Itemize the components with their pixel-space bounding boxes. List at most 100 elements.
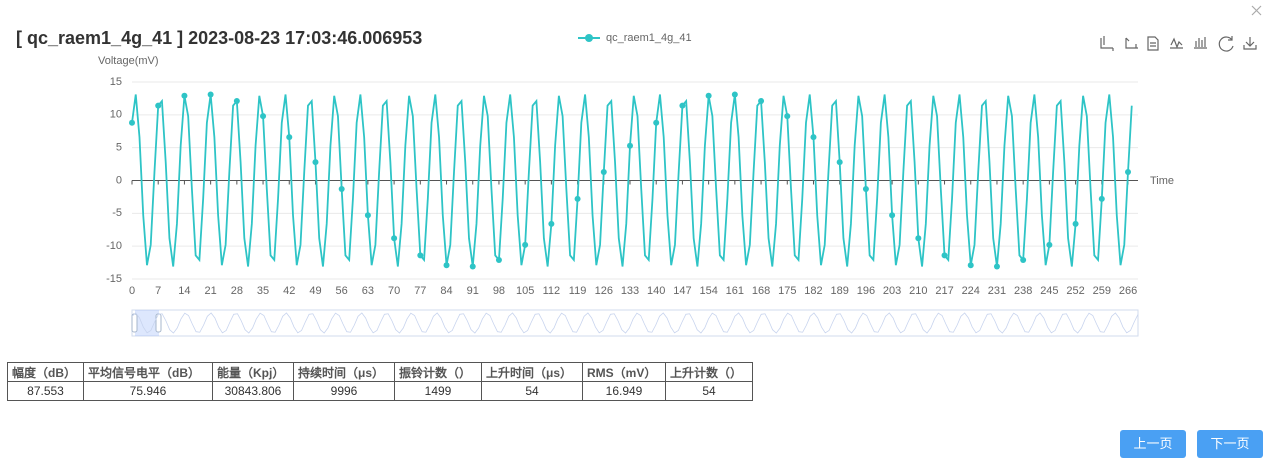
prev-button[interactable]: 上一页	[1120, 430, 1186, 458]
y-tick-label: 10	[110, 109, 122, 121]
x-tick-label: 91	[467, 285, 479, 297]
table-header-row: 幅度（dB） 平均信号电平（dB） 能量（Kpj） 持续时间（μs） 振铃计数（…	[7, 362, 753, 382]
series-line	[131, 94, 1133, 267]
data-point	[1046, 241, 1053, 248]
next-button[interactable]: 下一页	[1197, 430, 1263, 458]
data-point	[1098, 195, 1105, 202]
table-header: 能量（Kpj）	[212, 362, 294, 382]
close-icon[interactable]	[1251, 5, 1262, 16]
data-point	[679, 102, 686, 109]
x-tick-label: 56	[336, 285, 348, 297]
line-icon[interactable]	[1170, 37, 1183, 49]
table-header: 上升时间（μs）	[481, 362, 583, 382]
data-point	[627, 142, 634, 149]
table-header: 振铃计数（）	[394, 362, 482, 382]
data-point	[522, 241, 529, 248]
data-point	[233, 98, 240, 105]
y-tick-label: -5	[112, 207, 122, 219]
x-tick-label: 238	[1014, 285, 1032, 297]
x-tick-label: 112	[543, 285, 561, 297]
x-tick-label: 203	[883, 285, 901, 297]
y-tick-label: -15	[106, 273, 122, 285]
x-tick-label: 196	[857, 285, 875, 297]
legend-symbol	[585, 34, 593, 42]
x-tick-label: 84	[440, 285, 452, 297]
data-point	[338, 186, 345, 193]
dialog-title: [ qc_raem1_4g_41 ] 2023-08-23 17:03:46.0…	[16, 28, 423, 48]
x-tick-label: 119	[569, 285, 587, 297]
x-tick-label: 28	[231, 285, 243, 297]
data-point	[1020, 256, 1027, 263]
y-axis-label: Voltage(mV)	[98, 55, 159, 67]
table-cell: 30843.806	[212, 381, 294, 401]
x-tick-label: 70	[388, 285, 400, 297]
x-tick-label: 35	[257, 285, 269, 297]
x-tick-label: 42	[283, 285, 295, 297]
data-point	[364, 212, 371, 219]
x-tick-label: 161	[726, 285, 744, 297]
data-point	[207, 91, 214, 98]
x-tick-label: 21	[205, 285, 217, 297]
data-point	[391, 235, 398, 242]
x-tick-label: 210	[909, 285, 927, 297]
data-point	[155, 102, 162, 109]
data-point	[941, 252, 948, 259]
table-cell: 9996	[293, 381, 395, 401]
data-view-icon[interactable]	[1147, 36, 1159, 51]
x-tick-label: 168	[752, 285, 770, 297]
x-tick-label: 252	[1066, 285, 1084, 297]
x-tick-label: 259	[1093, 285, 1111, 297]
table-header: 幅度（dB）	[7, 362, 84, 382]
table-row: 87.553 75.946 30843.806 9996 1499 54 16.…	[7, 381, 753, 401]
table-cell: 1499	[394, 381, 482, 401]
data-point	[915, 235, 922, 242]
x-tick-label: 217	[935, 285, 953, 297]
data-point	[600, 168, 607, 175]
y-tick-label: 5	[116, 142, 122, 154]
data-point	[548, 220, 555, 227]
x-tick-label: 154	[699, 285, 717, 297]
data-point	[417, 252, 424, 259]
data-point	[1072, 220, 1079, 227]
table-cell: 87.553	[7, 381, 84, 401]
x-tick-label: 147	[673, 285, 691, 297]
x-tick-label: 133	[621, 285, 639, 297]
zoom-icon[interactable]	[1100, 36, 1114, 51]
data-zoom-preview	[131, 312, 1139, 334]
data-point	[260, 113, 267, 120]
legend-label[interactable]: qc_raem1_4g_41	[606, 32, 692, 44]
x-tick-label: 126	[595, 285, 613, 297]
x-tick-label: 105	[516, 285, 534, 297]
x-tick-label: 7	[155, 285, 161, 297]
data-point	[889, 212, 896, 219]
data-point	[784, 113, 791, 120]
download-icon[interactable]	[1243, 37, 1257, 50]
x-tick-label: 224	[962, 285, 980, 297]
x-tick-label: 77	[414, 285, 426, 297]
x-tick-label: 0	[129, 285, 135, 297]
restore-icon[interactable]	[1218, 36, 1234, 52]
data-point	[574, 195, 581, 202]
chart: Voltage(mV) Time qc_raem1_4g_41 -15 -10 -5…	[98, 5, 1262, 337]
stats-table: 幅度（dB） 平均信号电平（dB） 能量（Kpj） 持续时间（μs） 振铃计数（…	[7, 362, 753, 401]
data-point	[495, 256, 502, 263]
x-tick-label: 231	[988, 285, 1006, 297]
data-zoom-handle[interactable]	[155, 313, 162, 333]
zoom-back-icon[interactable]	[1125, 37, 1138, 49]
data-point	[286, 134, 293, 141]
table-cell: 54	[481, 381, 583, 401]
table-header: 上升计数（）	[665, 362, 753, 382]
y-tick-label: -10	[106, 240, 122, 252]
data-point	[967, 262, 974, 269]
data-zoom-slider[interactable]	[131, 309, 1139, 337]
data-zoom-handle[interactable]	[131, 313, 138, 333]
table-cell: 75.946	[83, 381, 213, 401]
data-point	[443, 262, 450, 269]
x-tick-label: 98	[493, 285, 505, 297]
data-zoom-window[interactable]	[135, 310, 159, 336]
data-point	[758, 98, 765, 105]
data-point	[312, 159, 319, 166]
data-point	[653, 119, 660, 126]
bar-icon[interactable]	[1194, 37, 1207, 49]
